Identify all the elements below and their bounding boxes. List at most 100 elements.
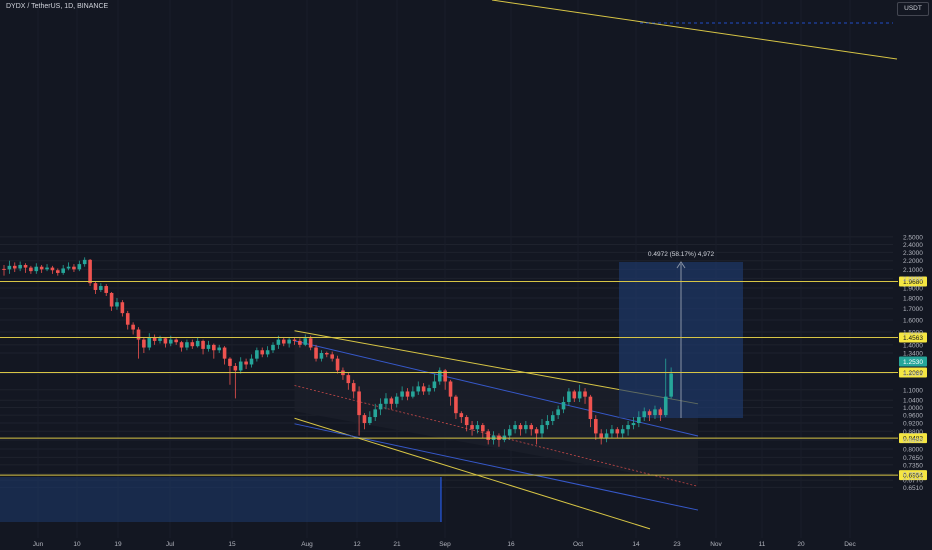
candle-body <box>394 396 399 404</box>
x-tick-label: 16 <box>507 541 515 548</box>
candle-body <box>276 339 281 345</box>
candle-body <box>416 386 421 392</box>
candle-body <box>66 266 71 269</box>
y-tick-label: 1.6000 <box>903 317 923 324</box>
candle-body <box>195 340 200 347</box>
candle-body <box>50 267 55 271</box>
candle-body <box>201 340 205 349</box>
candle-body <box>18 264 22 269</box>
x-tick-label: 20 <box>797 541 805 548</box>
candle-body <box>448 381 453 397</box>
candle-body <box>545 421 550 426</box>
price-label-bg <box>899 433 927 444</box>
candle-body <box>529 425 534 430</box>
price-label: 1.2069 <box>903 370 923 377</box>
candle-body <box>588 396 593 420</box>
candle-body <box>233 365 238 371</box>
candle-body <box>464 417 469 426</box>
y-tick-label: 0.8400 <box>903 437 923 444</box>
candle-body <box>82 259 87 265</box>
candle-body <box>518 425 523 430</box>
candle-body <box>604 433 609 438</box>
price-label-bg <box>899 367 927 378</box>
candle-body <box>131 324 135 330</box>
candlestick-series[interactable] <box>2 257 673 447</box>
candle-body <box>206 344 211 349</box>
currency-button[interactable]: USDT <box>897 2 929 16</box>
price-label-bg <box>899 470 927 481</box>
candle-body <box>437 370 442 382</box>
candle-body <box>298 340 302 345</box>
candle-body <box>29 267 33 272</box>
candle-body <box>255 350 259 359</box>
candle-body <box>45 267 49 270</box>
candle-body <box>142 339 146 348</box>
x-tick-label: 23 <box>673 541 681 548</box>
x-tick-label: 10 <box>73 541 81 548</box>
candle-body <box>443 370 447 382</box>
y-tick-label: 2.5000 <box>903 234 923 241</box>
x-tick-label: 14 <box>632 541 640 548</box>
channel-fill <box>294 330 699 485</box>
candle-body <box>115 302 119 307</box>
x-tick-label: 11 <box>759 541 766 548</box>
y-tick-label: 1.1000 <box>903 387 923 394</box>
candle-body <box>427 388 431 392</box>
price-label-bg <box>899 276 927 287</box>
candle-body <box>378 403 383 410</box>
candle-body <box>104 286 109 293</box>
candle-body <box>524 425 528 430</box>
candle-body <box>658 409 663 416</box>
candle-body <box>152 337 157 341</box>
candle-body <box>244 361 248 365</box>
time-axis[interactable]: Jun 10 19 Jul 15 Aug 12 21 Sep 16 Oct 14 23 Nov 11 20 De… <box>33 541 857 548</box>
y-tick-label: 0.7000 <box>903 471 923 478</box>
candle-body <box>249 358 254 365</box>
y-tick-label: 0.8000 <box>903 447 923 454</box>
candle-body <box>507 429 512 436</box>
candle-body <box>669 373 673 397</box>
candle-body <box>168 339 173 344</box>
y-tick-label: 1.0400 <box>903 398 923 405</box>
candle-body <box>109 292 114 307</box>
candle-body <box>577 391 582 399</box>
candle-body <box>271 344 275 351</box>
candle-body <box>163 338 168 344</box>
y-tick-label: 2.2000 <box>903 258 923 265</box>
candle-body <box>583 391 587 397</box>
y-tick-label: 1.0000 <box>903 405 923 412</box>
candle-body <box>292 339 297 341</box>
current-price-label: 1.2530 <box>903 359 923 366</box>
candle-body <box>93 283 98 290</box>
candle-body <box>594 419 598 434</box>
candle-body <box>599 433 603 438</box>
price-label: 1.4563 <box>903 335 923 342</box>
candle-body <box>653 409 657 416</box>
candle-body <box>540 425 544 434</box>
y-tick-label: 2.4000 <box>903 242 923 249</box>
x-tick-label: Jun <box>33 541 44 548</box>
y-tick-label: 2.0000 <box>903 276 923 283</box>
price-label: 0.8483 <box>903 436 923 443</box>
candle-body <box>222 347 227 359</box>
candle-body <box>470 425 474 430</box>
candle-body <box>281 339 286 344</box>
candle-body <box>556 409 560 416</box>
candle-body <box>454 396 458 414</box>
price-label: 0.6954 <box>903 473 923 480</box>
x-tick-label: Aug <box>301 541 313 548</box>
x-tick-label: 19 <box>114 541 122 548</box>
x-tick-label: 15 <box>228 541 236 548</box>
y-tick-label: 0.9600 <box>903 413 923 420</box>
candle-body <box>432 381 437 389</box>
candle-body <box>179 342 184 348</box>
horizontal-price-lines[interactable]: 1.9680 1.4563 1.2069 0.8483 0.6954 1.2530 <box>0 276 927 481</box>
measure-label: 0.4972 (58.17%) 4,972 <box>648 251 715 258</box>
candle-body <box>39 266 44 270</box>
candle-body <box>572 391 577 399</box>
candle-body <box>550 415 555 422</box>
candle-body <box>561 401 566 410</box>
